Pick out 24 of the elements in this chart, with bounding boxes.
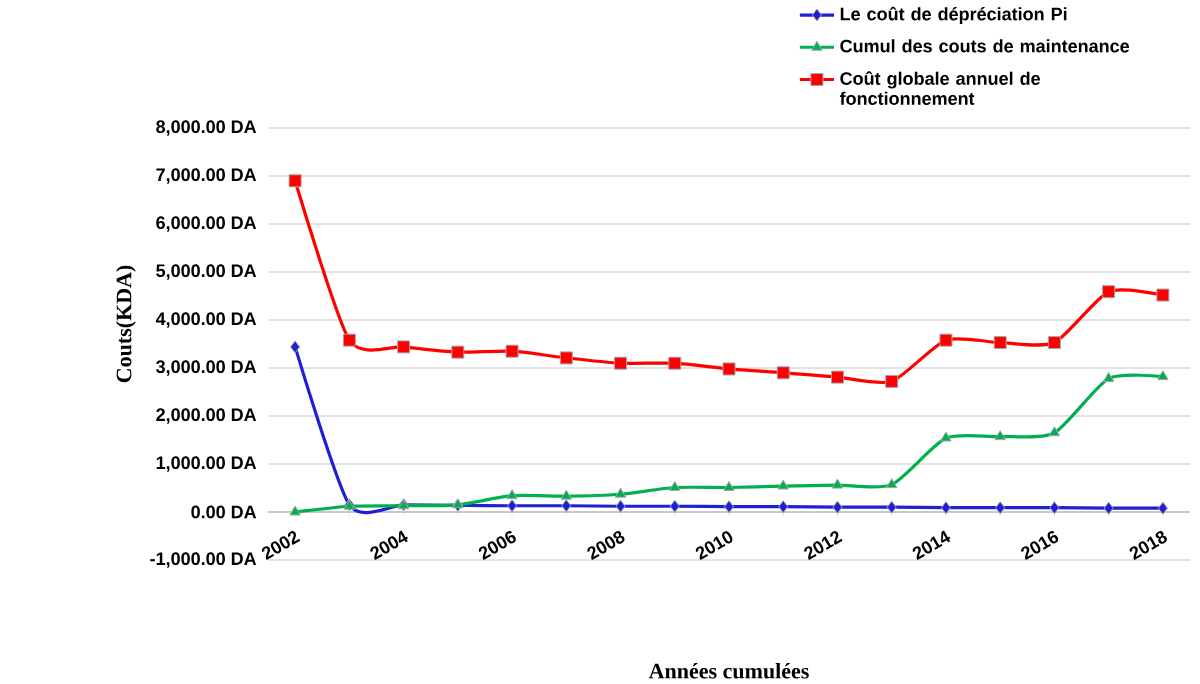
x-tick-label: 2002 <box>261 531 301 560</box>
x-tick-label: 2008 <box>587 531 625 560</box>
y-tick-label: 4,000.00 DA <box>155 312 257 328</box>
y-tick-label: 2,000.00 DA <box>156 408 257 424</box>
legend-label: Cumul des couts de maintenance <box>840 39 1130 53</box>
legend-label: Coût globale annuel de fonctionnement <box>839 71 1041 105</box>
y-tick-label: 0.00 DA <box>191 505 257 519</box>
x-tick-label: 2014 <box>912 530 951 560</box>
x-tick-label: 2016 <box>1021 531 1059 560</box>
y-tick-label: 1,000.00 DA <box>156 456 257 472</box>
x-tick-label: 2010 <box>695 531 733 560</box>
x-tick-label: 2006 <box>478 531 516 560</box>
x-tick-label: 2004 <box>370 530 408 560</box>
x-tick-label: 2012 <box>804 531 843 560</box>
y-axis-title: Couts(KDA) <box>115 265 136 383</box>
x-tick-label: 2018 <box>1129 531 1167 560</box>
y-tick-label: 3,000.00 DA <box>156 360 257 376</box>
legend-label: Le coût de dépréciation Pi <box>840 6 1067 24</box>
y-tick-label: -1,000.00 DA <box>150 552 257 568</box>
y-tick-label: 5,000.00 DA <box>156 264 257 280</box>
x-axis-title: Années cumulées <box>648 663 809 679</box>
y-tick-label: 7,000.00 DA <box>156 168 257 184</box>
y-tick-label: 8,000.00 DA <box>156 120 257 136</box>
y-tick-label: 6,000.00 DA <box>156 216 257 232</box>
